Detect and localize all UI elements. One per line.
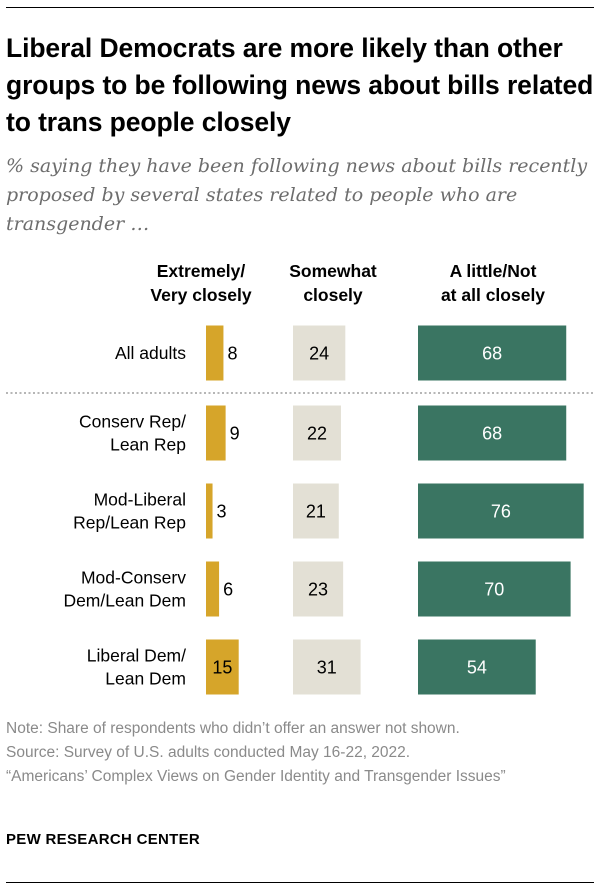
chart-title: Liberal Democrats are more likely than o… (6, 33, 594, 137)
value-label-little: 76 (491, 502, 511, 522)
bar-somewhat (293, 325, 346, 381)
column-header-little: A little/Not at all closely (440, 261, 546, 305)
bar-chart: All adults 8 24 68 Conserv Rep/Lean Rep 9 22 68… (6, 325, 594, 695)
value-label-extremely: 8 (227, 344, 237, 364)
category-label: All adults (115, 343, 186, 363)
bar-little (418, 561, 571, 617)
category-label: Mod-Conserv Dem/Lean Dem (63, 568, 186, 611)
bar-little (418, 483, 584, 539)
value-label-extremely: 9 (230, 424, 240, 444)
category-label: Conserv Rep/Lean Rep (79, 412, 186, 455)
notes: Note: Share of respondents who didn’t of… (6, 717, 594, 789)
brand-logo-text: PEW RESEARCH CENTER (6, 831, 201, 848)
category-label: Mod-Liberal Rep/Lean Rep (73, 490, 186, 533)
bar-somewhat (293, 639, 361, 695)
column-header-extremely: Extremely/ Very closely (150, 261, 252, 305)
bar-little (418, 639, 536, 695)
column-header-somewhat: Somewhat closely (289, 261, 377, 305)
bar-little (418, 325, 567, 381)
bottom-rule (6, 882, 594, 883)
value-label-little: 54 (467, 658, 487, 678)
value-label-little: 68 (482, 344, 502, 364)
bar-somewhat (293, 561, 344, 617)
value-label-somewhat: 22 (307, 424, 327, 444)
value-label-extremely: 3 (217, 502, 227, 522)
note-text: Note: Share of respondents who didn’t of… (6, 720, 460, 737)
value-label-somewhat: 23 (308, 580, 328, 600)
value-label-little: 68 (482, 424, 502, 444)
chart-subtitle: % saying they have been following news a… (6, 155, 588, 235)
bar-extremely (206, 561, 220, 617)
bar-extremely (206, 325, 224, 381)
value-label-somewhat: 21 (306, 502, 326, 522)
value-label-somewhat: 31 (317, 658, 337, 678)
bar-somewhat (293, 405, 341, 461)
top-rule (6, 7, 594, 8)
value-label-somewhat: 24 (309, 344, 329, 364)
bar-extremely (206, 483, 213, 539)
source-text: Source: Survey of U.S. adults conducted … (6, 744, 411, 761)
bar-little (418, 405, 567, 461)
category-label: Liberal Dem/Lean Dem (87, 646, 186, 689)
bar-extremely (206, 639, 239, 695)
value-label-extremely: 15 (212, 658, 232, 678)
bar-somewhat (293, 483, 339, 539)
report-text: “Americans’ Complex Views on Gender Iden… (6, 768, 506, 785)
value-label-little: 70 (484, 580, 504, 600)
bar-extremely (206, 405, 226, 461)
value-label-extremely: 6 (223, 580, 233, 600)
